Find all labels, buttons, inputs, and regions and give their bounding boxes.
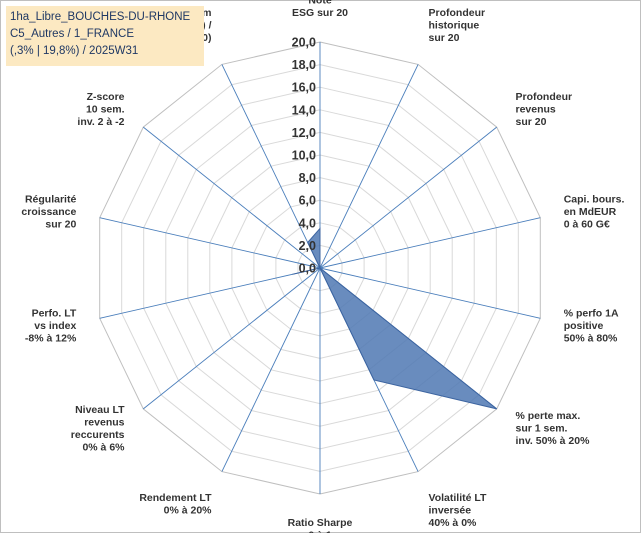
axis-spoke bbox=[143, 126, 321, 269]
axis-label: % perte max. sur 1 sem. inv. 50% à 20% bbox=[516, 410, 591, 447]
axis-spoke bbox=[319, 64, 419, 269]
axis-label: Profondeur historique sur 20 bbox=[429, 7, 486, 44]
axis-spoke bbox=[319, 267, 541, 319]
axis-label: Perfo. LT vs index -8% à 12% bbox=[25, 308, 77, 345]
axis-spoke bbox=[99, 267, 321, 319]
tick-label: 6,0 bbox=[299, 194, 316, 208]
tick-label: 8,0 bbox=[299, 171, 316, 185]
axis-label: Note ESG sur 20 bbox=[292, 0, 348, 19]
info-line-2: C5_Autres / 1_FRANCE bbox=[10, 28, 134, 40]
axis-label: Z-score 10 sem. inv. 2 à -2 bbox=[77, 91, 124, 128]
tick-label: 18,0 bbox=[292, 58, 316, 72]
info-box: 1ha_Libre_BOUCHES-DU-RHONE C5_Autres / 1… bbox=[6, 6, 204, 66]
info-line-3: (,3% | 19,8%) / 2025W31 bbox=[10, 45, 139, 57]
axis-spoke bbox=[99, 217, 321, 269]
axis-spoke bbox=[221, 267, 321, 472]
tick-label: 12,0 bbox=[292, 126, 316, 140]
tick-label: 4,0 bbox=[299, 216, 316, 230]
axis-label: Rendement LT 0% à 20% bbox=[139, 492, 212, 517]
axis-label: Régularité croissance sur 20 bbox=[21, 194, 76, 231]
tick-label: 2,0 bbox=[299, 239, 316, 253]
tick-label: 16,0 bbox=[292, 81, 316, 95]
axis-label: Capi. bours. en MdEUR 0 à 60 G€ bbox=[564, 194, 625, 231]
axis-spoke bbox=[319, 126, 497, 269]
info-line-1: 1ha_Libre_BOUCHES-DU-RHONE bbox=[10, 11, 191, 23]
series-area bbox=[292, 227, 498, 410]
tick-label: 10,0 bbox=[292, 149, 316, 163]
axis-label: Volatilité LT inversée 40% à 0% bbox=[429, 492, 488, 529]
axis-spoke bbox=[143, 267, 321, 410]
axis-spoke bbox=[319, 217, 541, 269]
tick-label: 20,0 bbox=[292, 36, 316, 50]
axis-label: % perfo 1A positive 50% à 80% bbox=[564, 308, 619, 345]
axis-label: Niveau LT revenus reccurents 0% à 6% bbox=[71, 404, 125, 454]
axis-label: Ratio Sharpe0 à 1 bbox=[288, 517, 353, 533]
axis-label: Profondeur revenus sur 20 bbox=[516, 91, 573, 128]
tick-label: 0,0 bbox=[299, 262, 316, 276]
tick-label: 14,0 bbox=[292, 103, 316, 117]
axis-spoke bbox=[221, 64, 321, 269]
